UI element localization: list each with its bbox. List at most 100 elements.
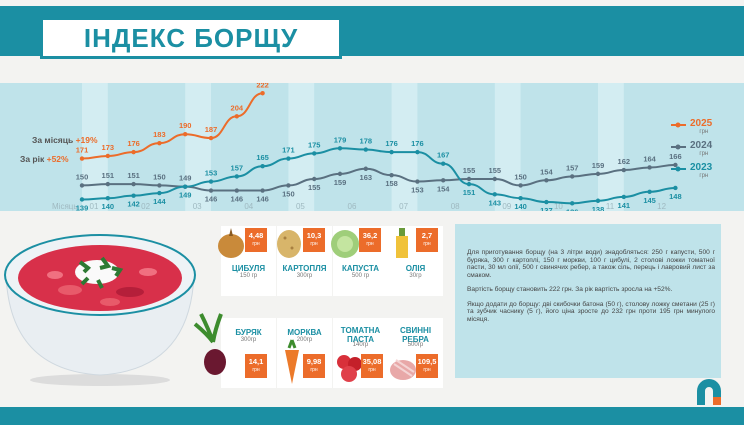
data-label: 150 [153,172,166,181]
data-point [312,176,317,182]
data-label: 166 [669,152,682,161]
data-label: 187 [205,125,218,134]
data-point [208,135,214,141]
data-point [157,183,162,188]
data-label: 139 [76,203,89,211]
x-tick-label: 04 [244,202,253,211]
ingredient-weight: 300гр [296,273,313,279]
data-point [208,188,214,193]
x-tick-label: 08 [451,202,460,211]
data-point [105,181,111,187]
carrot-icon [285,339,299,384]
beet-icon [193,313,226,375]
legend-marker [675,166,681,172]
data-label: 178 [360,137,373,146]
data-label: 179 [334,135,347,144]
data-label: 151 [463,188,476,197]
series-line-2023 [81,147,676,205]
data-point [79,197,85,202]
year-change-label: За рік [20,154,45,164]
data-point [415,179,420,184]
x-axis-label: Місяць [52,202,78,211]
price-value: 14,1 [248,357,264,366]
data-point [492,176,497,182]
data-point [260,188,265,193]
data-point [79,183,85,188]
data-label: 173 [102,143,115,152]
data-label: 138 [592,205,605,211]
data-label: 162 [618,157,631,166]
data-label: 148 [669,192,682,201]
data-label: 149 [179,174,192,183]
data-label: 142 [127,200,140,209]
data-label: 136 [566,207,579,211]
month-stripe [288,83,315,211]
ingredient-card-beet: 14,1 грн БУРЯК 300гр [193,313,276,388]
data-label: 150 [282,189,295,198]
price-unit: грн [423,241,431,247]
ingredient-name: ТОМАТНА ПАСТА [340,326,381,344]
ingredient-card-oil: 2,7 грн ОЛІЯ 30гр [388,226,443,296]
price-unit: грн [310,367,318,373]
info-recipe: Для приготування борщу (на 3 літри води)… [467,249,715,279]
data-point [389,172,394,178]
month-change: За місяць +19% [32,135,98,145]
month-change-value: +19% [75,135,98,145]
info-panel: Для приготування борщу (на 3 літри води)… [455,224,721,378]
data-point [157,140,162,146]
data-label: 151 [102,171,115,180]
data-point [518,196,523,201]
data-label: 183 [153,130,166,139]
year-change: За рік +52% [20,154,69,164]
data-point [595,198,601,203]
data-label: 141 [618,201,631,210]
data-label: 175 [308,140,321,149]
data-point [570,201,575,206]
x-tick-label: 02 [141,202,150,211]
data-point [131,149,136,155]
month-stripe [82,83,108,211]
data-point [570,174,575,179]
x-tick-label: 03 [193,202,202,211]
data-point [595,171,601,177]
data-label: 137 [540,206,553,211]
data-point [183,184,188,189]
data-label: 171 [76,146,89,155]
ingredient-card-potato: 10,3 грн КАРТОПЛЯ 300гр [277,226,332,296]
data-label: 222 [256,83,269,89]
price-value: 10,3 [306,231,322,240]
borscht-bowl-icon [4,234,196,386]
oil-bottle-icon [396,228,408,258]
data-point [208,179,214,184]
ingredient-weight: 500 гр [351,273,370,279]
page-title: ІНДЕКС БОРЩУ [40,17,342,59]
legend-unit: грн [699,151,709,157]
month-stripe [494,83,521,211]
x-tick-label: 01 [90,202,99,211]
data-point [441,178,446,183]
data-label: 146 [256,195,269,204]
data-label: 154 [540,167,553,176]
data-point [363,166,368,171]
ingredient-weight: 300гр [240,337,257,343]
ingredient-name: ОЛІЯ [405,264,426,273]
ingredient-card-carrot: 9,98 грн МОРКВА 200гр [277,318,332,388]
month-stripe [598,83,624,211]
price-chart: 01 02 03 04 05 06 07 08 09 10 11 12 Місяць 171 173 176 1… [52,83,686,211]
data-label: 149 [179,191,192,200]
data-point [415,149,420,155]
month-change-label: За місяць [32,135,74,145]
ingredient-name: ЦИБУЛЯ [231,264,266,273]
price-tag: 14,1 грн [245,354,267,378]
data-label: 163 [360,173,373,182]
data-point [673,162,678,168]
data-label: 159 [334,178,347,187]
data-point [234,114,239,119]
data-label: 165 [256,153,269,162]
data-label: 176 [385,139,398,148]
ingredient-name: СВИННІ РЕБРА [399,326,432,344]
data-point [105,196,111,201]
ingredient-weight: 500гр [407,342,424,348]
x-tick-label: 06 [348,202,357,211]
data-point [337,146,343,151]
